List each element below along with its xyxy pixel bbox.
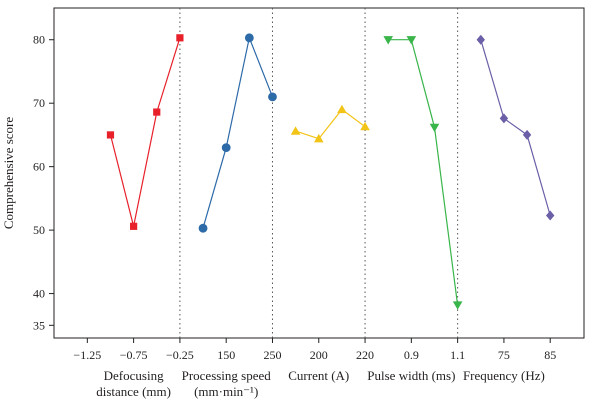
group-label: Current (A)	[288, 368, 349, 383]
group-label: Defocusing	[104, 368, 164, 383]
data-point	[452, 301, 463, 310]
data-point	[130, 222, 138, 230]
group-label: Pulse width (ms)	[367, 368, 455, 383]
x-tick-label: 200	[310, 348, 328, 362]
series-group	[106, 34, 184, 230]
x-tick-label: 150	[217, 348, 235, 362]
series-group	[476, 34, 555, 221]
y-axis: 35 40 50 60 70 80	[33, 33, 54, 332]
data-point	[337, 104, 347, 114]
group-label: Processing speed	[182, 368, 272, 383]
series-layer	[106, 33, 555, 310]
data-point	[313, 133, 324, 143]
group-label: distance (mm)	[96, 384, 171, 399]
series-line	[295, 108, 366, 140]
group-label: Frequency (Hz)	[463, 368, 545, 383]
data-point	[360, 121, 370, 131]
data-point	[221, 143, 231, 153]
series-line	[202, 35, 274, 229]
x-tick-label: −1.25	[73, 348, 101, 362]
y-tick-label: 80	[33, 33, 45, 47]
data-point	[198, 223, 208, 233]
x-tick-label: −0.25	[166, 348, 194, 362]
y-axis-label: Comprehensive score	[1, 117, 16, 230]
series-group	[290, 104, 370, 143]
data-point	[244, 33, 254, 43]
x-axis: −1.25 −0.75 −0.25 150 250 200 220 0.9 1.1 75 85	[73, 338, 556, 362]
data-point	[476, 34, 485, 45]
x-tick-label: 0.9	[404, 348, 419, 362]
data-point	[546, 210, 555, 221]
y-tick-label: 50	[33, 223, 45, 237]
y-tick-label: 35	[33, 318, 45, 332]
data-point	[268, 92, 277, 102]
series-group	[383, 36, 463, 310]
y-tick-label: 60	[33, 160, 45, 174]
data-point	[106, 131, 115, 139]
x-tick-label: −0.75	[120, 348, 148, 362]
data-point	[153, 108, 161, 116]
data-point	[176, 34, 184, 42]
series-line	[480, 39, 551, 216]
series-group	[198, 33, 277, 233]
x-tick-label: 1.1	[450, 348, 465, 362]
data-point	[522, 129, 532, 140]
group-label: (mm·min⁻¹)	[194, 384, 258, 399]
data-point	[383, 36, 394, 45]
x-tick-label: 75	[498, 348, 510, 362]
x-tick-label: 250	[263, 348, 281, 362]
data-point	[290, 126, 301, 135]
group-separators	[179, 8, 459, 338]
data-point	[406, 36, 417, 45]
y-tick-label: 70	[33, 96, 45, 110]
x-tick-label: 85	[544, 348, 556, 362]
series-line	[388, 39, 459, 306]
data-point	[499, 113, 509, 124]
series-line	[109, 37, 181, 227]
x-tick-label: 220	[356, 348, 374, 362]
data-point	[429, 123, 440, 133]
y-tick-label: 40	[33, 287, 45, 301]
